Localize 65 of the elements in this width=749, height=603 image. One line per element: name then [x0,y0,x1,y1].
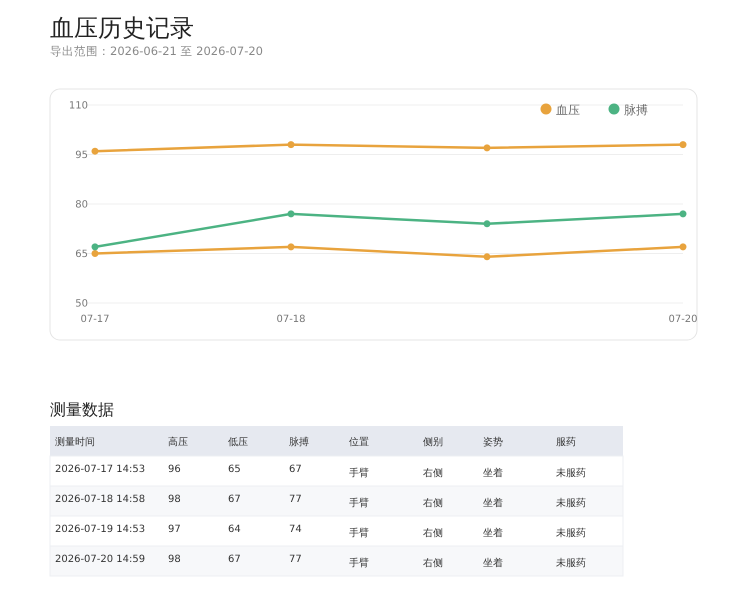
text: 右侧 [423,468,443,479]
text: 脉搏 [289,436,309,448]
text: 96 [168,464,181,475]
text: 服药 [556,436,576,448]
point [680,210,686,218]
text: 手臂 [349,557,369,569]
text: 右侧 [423,528,443,539]
text: 64 [228,524,241,535]
text: 2026-07-18 14:58 [55,494,146,505]
text: 坐着 [483,467,503,479]
text: 手臂 [349,527,369,539]
text: 右侧 [423,558,443,569]
text: 右侧 [423,498,443,509]
text: 坐着 [483,497,503,509]
text: 高压 [168,436,188,448]
text: 74 [289,524,302,535]
chart-subtitle: 导出范围：2026-06-21 至 2026-07-20 [50,44,263,58]
text: 2026-07-19 14:53 [55,524,146,535]
text: 77 [289,494,302,505]
text: 未服药 [556,557,586,569]
text: 测量数据 [50,400,114,419]
point [288,141,294,148]
text: 手臂 [349,497,369,509]
point [484,220,490,228]
text: 未服药 [556,497,586,509]
point [92,250,98,257]
point [92,243,98,250]
text: 低压 [228,437,248,448]
text: 未服药 [556,467,586,479]
point [288,210,294,218]
y-tick-label: 50 [75,298,88,310]
point [92,148,98,155]
text: 2026-07-17 14:53 [55,464,146,475]
x-tick-label: 07-20 [668,314,698,325]
legend-label: 脉搏 [624,103,648,118]
text: 手臂 [349,467,369,479]
text: 67 [228,554,241,565]
text: 98 [168,494,181,505]
text: 测量时间 [55,436,95,448]
point [484,144,490,152]
x-tick-label: 07-18 [276,314,306,325]
text: 坐着 [483,527,503,539]
text: 67 [228,494,241,505]
text: 98 [168,554,181,565]
text: 姿势 [483,436,503,448]
y-tick-label: 80 [75,200,88,210]
text: 侧别 [423,437,443,448]
point [484,253,490,260]
text: 67 [289,464,302,475]
text: 65 [228,464,241,475]
point [680,141,686,148]
point [288,243,294,250]
text: 77 [289,554,302,565]
y-tick-label: 110 [68,100,88,112]
x-tick-label: 07-17 [80,314,110,325]
point [680,243,686,250]
y-tick-label: 65 [75,249,88,260]
text: 坐着 [483,557,503,569]
text: 2026-07-20 14:59 [55,554,146,565]
text: 位置 [349,436,369,448]
y-tick-label: 95 [75,150,88,161]
chart-title: 血压历史记录 [50,14,194,42]
text: 未服药 [556,527,586,539]
legend-label: 血压 [556,103,580,118]
text: 97 [168,524,181,535]
